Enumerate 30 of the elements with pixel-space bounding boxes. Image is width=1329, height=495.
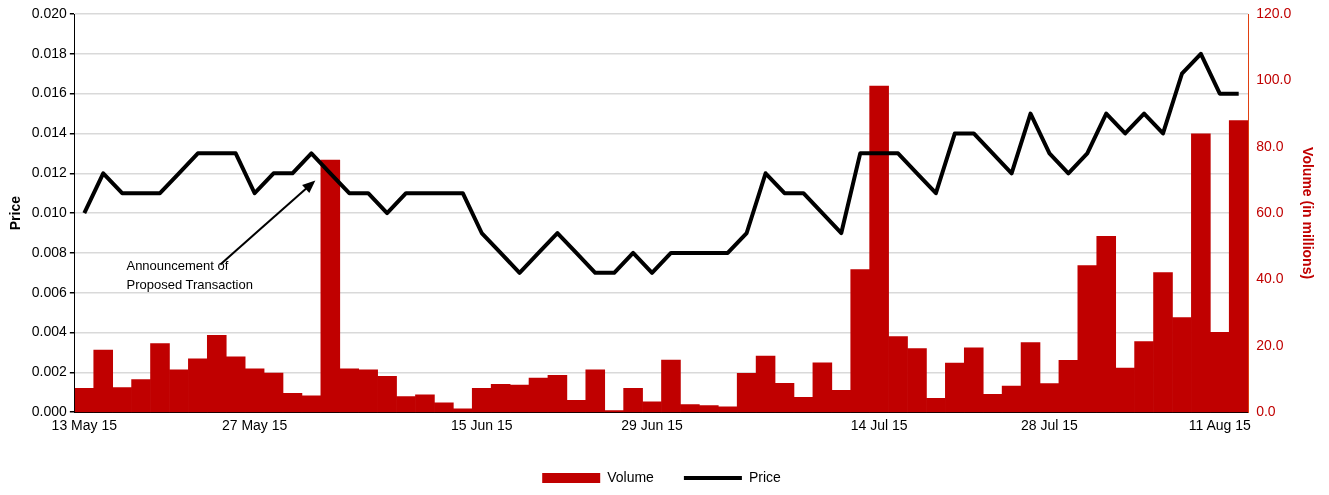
y-axis-title: Price: [7, 195, 24, 231]
y-tick-label: 0.008: [31, 243, 68, 260]
y-tick-label: 0.012: [31, 164, 68, 181]
y-tick-label: 0.004: [31, 323, 68, 340]
annotation: Announcement of Proposed Transaction: [126, 258, 253, 292]
y-tick-label: 0.000: [31, 403, 68, 420]
y-tick-label: 0.016: [31, 84, 68, 101]
y2-axis-title: Volume (in millions): [1299, 147, 1316, 280]
y-tick-label: 0.014: [31, 124, 68, 141]
x-tick-label: 15 Jun 15: [450, 417, 513, 434]
legend-label: Volume: [607, 468, 655, 485]
x-tick-label: 14 Jul 15: [850, 417, 908, 434]
y-tick-label: 0.020: [31, 4, 68, 21]
y2-tick-label: 120.0: [1256, 4, 1292, 21]
x-tick-label: 27 May 15: [221, 417, 288, 434]
y2-tick-label: 60.0: [1256, 203, 1284, 220]
legend-label: Price: [748, 468, 782, 485]
y2-tick-label: 0.0: [1256, 403, 1276, 420]
y-tick-label: 0.002: [31, 363, 68, 380]
y2-tick-label: 80.0: [1256, 137, 1284, 154]
y-tick-label: 0.018: [31, 44, 68, 61]
y2-tick-label: 100.0: [1256, 71, 1292, 88]
x-tick-label: 11 Aug 15: [1188, 417, 1251, 434]
x-tick-label: 29 Jun 15: [621, 417, 683, 434]
x-tick-label: 13 May 15: [51, 417, 118, 434]
x-tick-label: 28 Jul 15: [1021, 417, 1079, 434]
y-tick-label: 0.006: [31, 283, 68, 300]
y2-tick-label: 40.0: [1256, 270, 1284, 287]
y-tick-label: 0.010: [31, 203, 68, 220]
y2-tick-label: 20.0: [1256, 336, 1284, 353]
